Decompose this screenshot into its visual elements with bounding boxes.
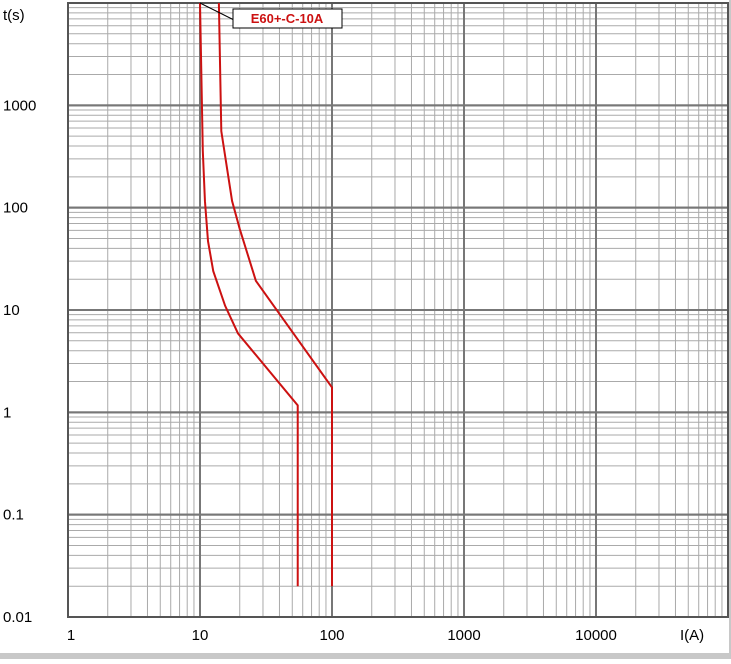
y-tick-label: 0.1 xyxy=(3,507,24,524)
curve xyxy=(199,2,299,587)
x-tick-label: 10000 xyxy=(575,627,617,644)
y-tick-label: 1000 xyxy=(3,97,36,114)
y-tick-label: 10 xyxy=(3,302,20,319)
bottom-bar xyxy=(0,653,731,659)
annotation: E60+-C-10A xyxy=(251,11,324,26)
annotation-leader xyxy=(199,2,235,21)
x-axis-label: I(A) xyxy=(680,627,704,644)
x-tick-label: 100 xyxy=(319,627,344,644)
y-axis-label: t(s) xyxy=(3,7,25,24)
plot-frame xyxy=(67,2,729,618)
annotation-box xyxy=(232,8,343,29)
y-tick-label: 1 xyxy=(3,404,11,421)
y-tick-label: 100 xyxy=(3,200,28,217)
x-tick-label: 1000 xyxy=(447,627,480,644)
curve xyxy=(217,2,333,587)
x-tick-label: 10 xyxy=(192,627,209,644)
right-bar xyxy=(729,0,731,659)
x-tick-label: 1 xyxy=(67,627,75,644)
y-tick-label: 0.01 xyxy=(3,609,32,626)
